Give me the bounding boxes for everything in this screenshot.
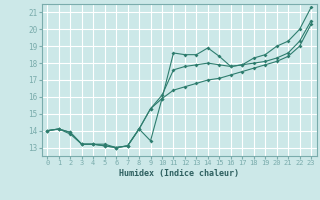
X-axis label: Humidex (Indice chaleur): Humidex (Indice chaleur): [119, 169, 239, 178]
